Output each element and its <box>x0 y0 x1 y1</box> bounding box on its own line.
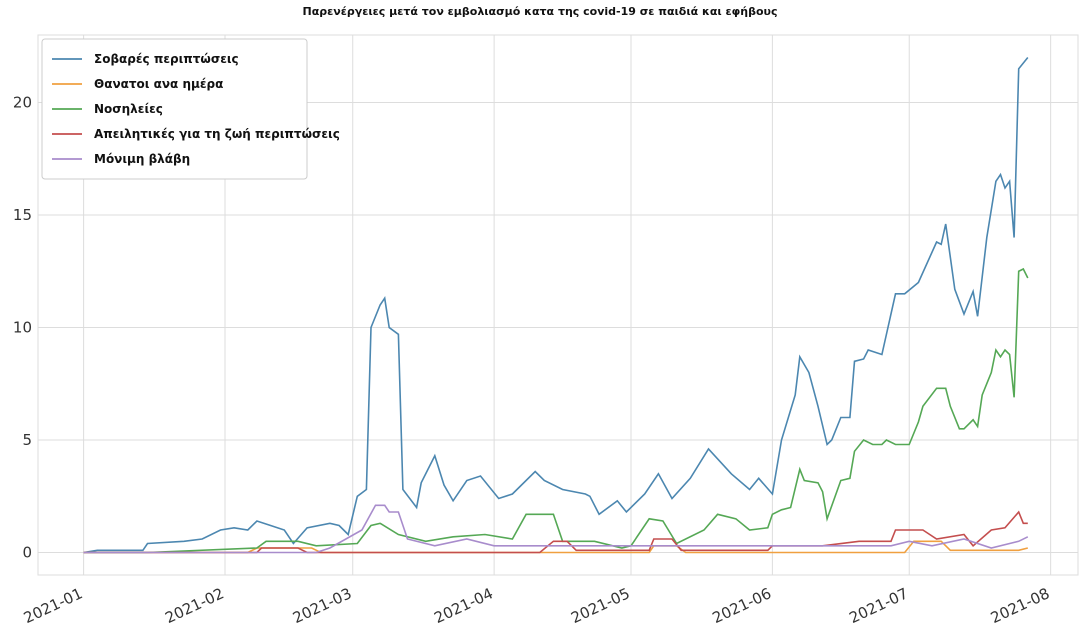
legend-box <box>41 38 308 180</box>
x-tick-label: 2021-08 <box>988 584 1052 627</box>
x-tick-label: 2021-02 <box>162 584 226 627</box>
chart-title: Παρενέργειες μετά τον εμβολιασμό κατα τη… <box>303 5 778 18</box>
y-tick-label: 0 <box>22 544 32 562</box>
series-line <box>83 56 1029 554</box>
legend-label: Θανατοι ανα ημέρα <box>94 77 223 91</box>
y-tick-label: 20 <box>13 94 32 112</box>
series-line <box>83 504 1029 554</box>
x-tick-label: 2021-03 <box>290 584 354 627</box>
series-line <box>83 267 1029 554</box>
legend-label: Σοβαρές περιπτώσεις <box>94 52 239 66</box>
y-tick-label: 10 <box>13 319 32 337</box>
legend: Σοβαρές περιπτώσεις Θανατοι ανα ημέρα Νοση… <box>41 38 340 180</box>
x-tick-label: 2021-06 <box>710 584 774 627</box>
legend-label: Μόνιμη βλάβη <box>94 152 190 166</box>
y-tick-label: 5 <box>22 431 32 449</box>
x-tick-label: 2021-04 <box>431 584 495 627</box>
series-line <box>83 510 1028 554</box>
legend-label: Απειλητικές για τη ζωή περιπτώσεις <box>94 127 340 141</box>
x-tick-label: 2021-05 <box>568 584 632 627</box>
legend-label: Νοσηλείες <box>94 102 163 116</box>
y-tick-label: 15 <box>13 206 32 224</box>
x-tick-label: 2021-07 <box>846 584 910 627</box>
x-tick-label: 2021-01 <box>21 584 85 627</box>
